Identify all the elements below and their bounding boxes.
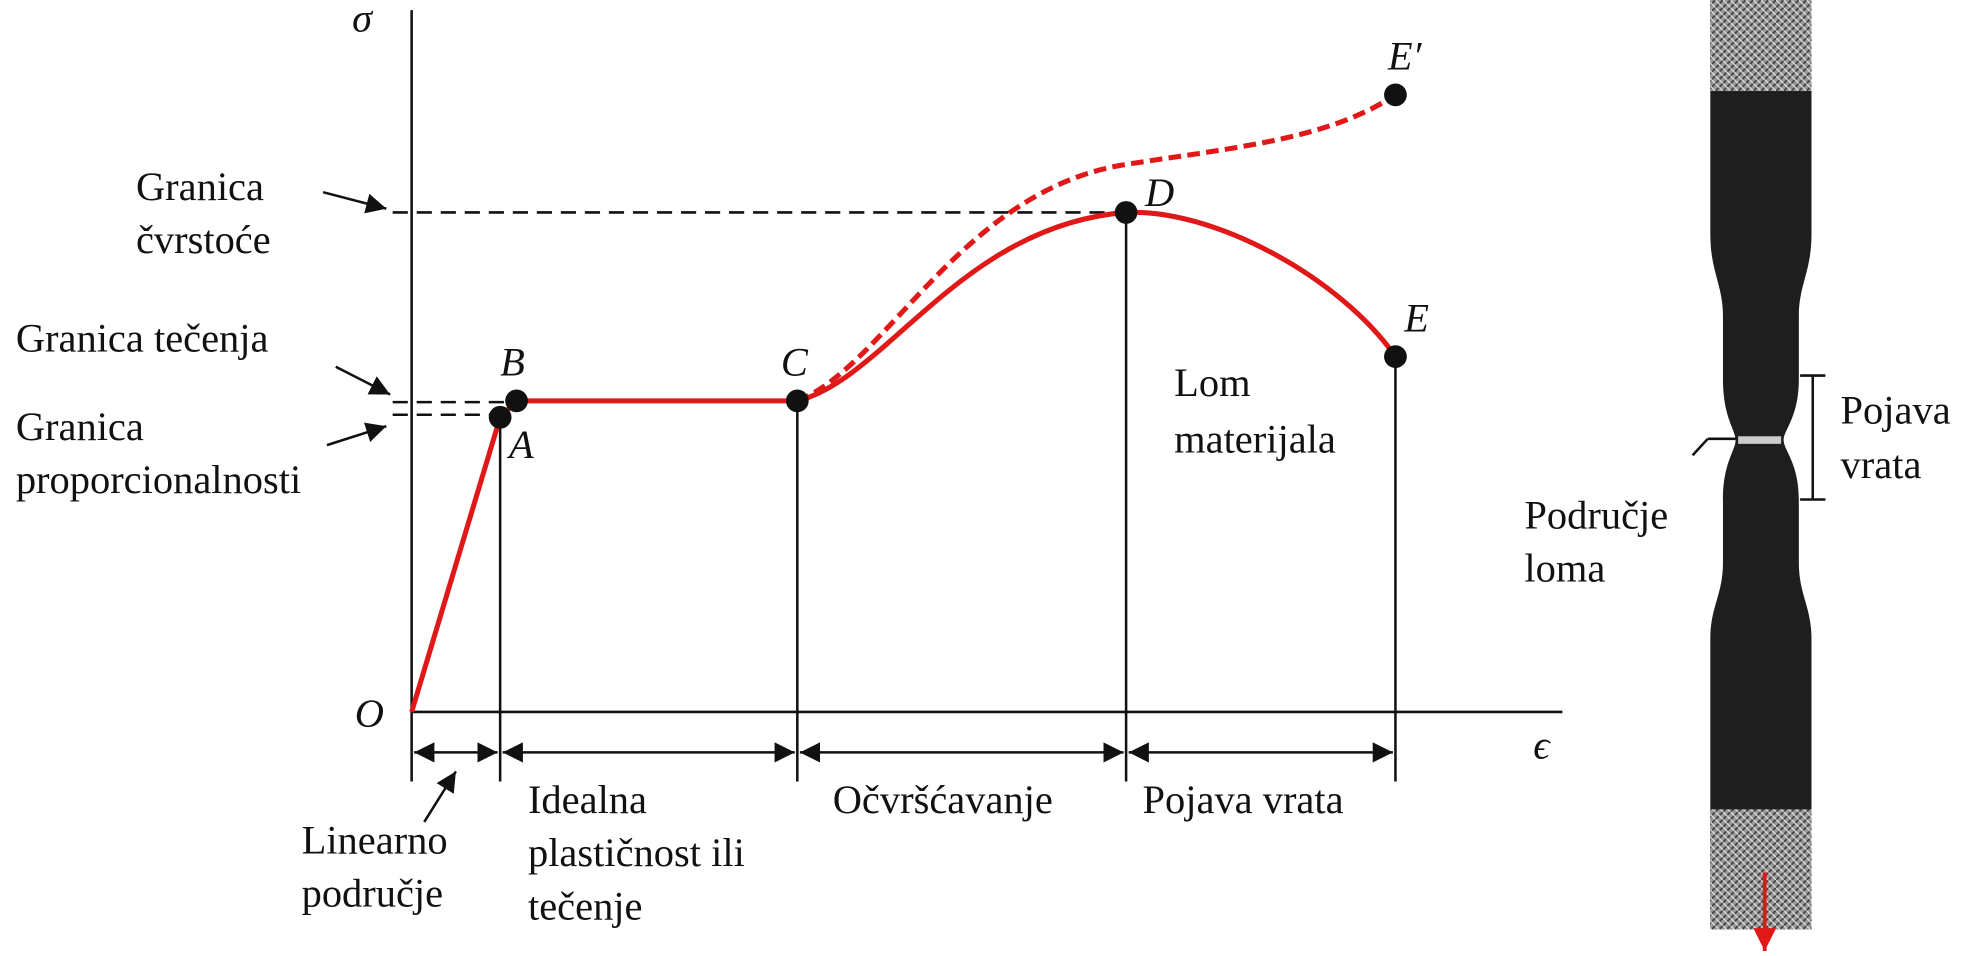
point-label: E [1403,295,1429,340]
curve [412,83,1407,711]
photo-label: loma [1524,546,1605,591]
point-label: A [506,422,534,467]
left-label: proporcionalnosti [16,457,301,502]
region-label: Očvršćavanje [833,777,1053,822]
photo-label: vrata [1841,442,1922,487]
guide-lines [393,212,1396,781]
point-label: D [1144,170,1174,215]
fracture-label: materijala [1174,417,1336,462]
left-label: Granica [136,164,264,209]
left-label: Granica tečenja [16,316,269,361]
left-label: Granica [16,404,144,449]
photo-label: Pojava [1841,388,1951,433]
specimen-photo [1693,0,1826,951]
left-label: čvrstoće [136,217,271,262]
point-label: B [500,340,525,385]
region-label: Idealna [528,777,647,822]
region-label: plastičnost ili [528,830,745,875]
region-label: Linearno [302,818,448,863]
dimension-arrows [323,192,1393,822]
region-label: Pojava vrata [1143,777,1344,822]
region-label: tečenje [528,883,643,928]
point-label: E′ [1387,34,1423,79]
point-label: C [781,340,809,385]
diagram: σ ϵ O A B C D E E′ Granica čvrstoće Gran… [0,0,1974,956]
photo-label: Područje [1524,493,1668,538]
region-label: područje [302,871,444,916]
y-axis-label: σ [352,0,374,41]
fracture-label: Lom [1174,360,1250,405]
x-axis-label: ϵ [1533,723,1551,768]
origin-label: O [355,691,384,736]
axes [412,10,1563,781]
